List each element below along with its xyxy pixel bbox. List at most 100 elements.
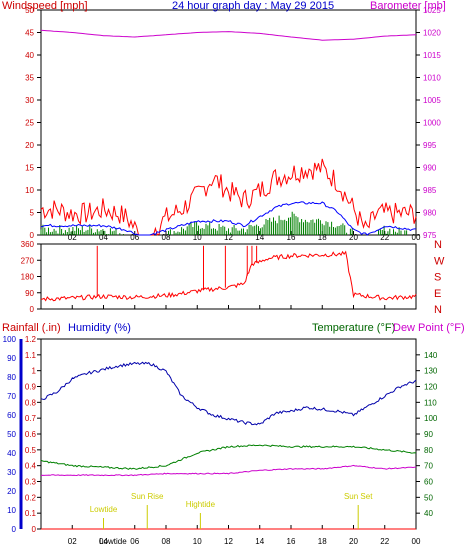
- wind-tick-label: 0: [30, 231, 35, 240]
- humidity-tick-label: 20: [7, 487, 16, 496]
- barometer-series: [40, 29, 417, 41]
- wind-x-tick-label: 00: [412, 233, 421, 242]
- temperature-tick-label: 110: [424, 398, 437, 407]
- temp-x-tick-label: 00: [412, 537, 421, 546]
- barometer-tick-label: 990: [423, 164, 437, 173]
- humidity-axis-title: Humidity (%): [68, 322, 131, 334]
- wind-x-tick-label: 04: [99, 233, 108, 242]
- bottom-row-label: Lowtide: [99, 537, 127, 546]
- direction-tick-label: 180: [21, 273, 35, 282]
- barometer-tick-label: 995: [423, 141, 437, 150]
- compass-label: N: [434, 304, 442, 316]
- rain-tick-label: 0.8: [25, 398, 37, 407]
- rain-tick-label: 0.2: [25, 493, 37, 502]
- barometer-tick-label: 975: [423, 231, 437, 240]
- barometer-axis-title: Barometer [mb]: [370, 0, 446, 12]
- rain-tick-label: 0: [32, 525, 37, 534]
- temp-panel-grid: 0 0.1 0.2 0.3 0.4 0.5 0.6 0.7 0.8 0.9 1 1.1 1.2 0 10 20…: [3, 335, 438, 546]
- temperature-series: [40, 444, 417, 470]
- wind-tick-label: 35: [25, 74, 34, 83]
- compass-label: E: [434, 288, 441, 300]
- rain-tick-label: 1: [32, 367, 37, 376]
- barometer-tick-label: 1010: [423, 74, 441, 83]
- temperature-tick-label: 90: [424, 430, 433, 439]
- windspeed-axis-title: Windspeed [mph]: [2, 0, 88, 12]
- rain-tick-label: 0.1: [25, 509, 37, 518]
- temp-x-tick-label: 12: [224, 537, 233, 546]
- temp-x-tick-label: 06: [130, 537, 139, 546]
- wind-x-tick-label: 20: [349, 233, 358, 242]
- wind-tick-label: 15: [25, 164, 34, 173]
- wind-x-tick-label: 14: [255, 233, 264, 242]
- temp-x-tick-label: 10: [193, 537, 202, 546]
- temperature-tick-label: 80: [424, 446, 433, 455]
- temp-x-tick-label: 18: [318, 537, 327, 546]
- direction-tick-label: 90: [25, 289, 34, 298]
- temperature-tick-label: 140: [424, 351, 438, 360]
- barometer-tick-label: 1025: [423, 6, 441, 15]
- humidity-tick-label: 0: [12, 525, 17, 534]
- wind-x-tick-label: 18: [318, 233, 327, 242]
- direction-tick-label: 270: [21, 256, 35, 265]
- humidity-tick-label: 50: [7, 430, 16, 439]
- temp-x-tick-label: 02: [68, 537, 77, 546]
- wind-tick-label: 25: [25, 119, 34, 128]
- event-label: Lowtide: [90, 505, 118, 514]
- wind-tick-label: 50: [25, 6, 34, 15]
- rainfall-axis-title: Rainfall (.in): [2, 322, 61, 334]
- humidity-tick-label: 30: [7, 468, 16, 477]
- wind-speed-series: [40, 211, 415, 235]
- wind-x-tick-label: 22: [380, 233, 389, 242]
- direction-tick-label: 360: [21, 240, 35, 249]
- wind-tick-label: 30: [25, 96, 34, 105]
- direction-tick-label: 0: [30, 305, 35, 314]
- event-label: Hightide: [186, 500, 216, 509]
- rain-tick-label: 0.7: [25, 414, 37, 423]
- compass-label: S: [434, 272, 441, 284]
- wind-direction-series: [40, 250, 417, 302]
- wind-x-tick-label: 02: [68, 233, 77, 242]
- compass-label: W: [434, 255, 445, 267]
- event-label: Sun Rise: [131, 492, 164, 501]
- wind-x-tick-label: 12: [224, 233, 233, 242]
- barometer-tick-label: 1005: [423, 96, 441, 105]
- wind-panel-frame: [40, 9, 417, 236]
- barometer-tick-label: 1000: [423, 119, 441, 128]
- humidity-tick-label: 10: [7, 506, 16, 515]
- wind-panel-grid: 0510152025303540455097598098599099510001…: [25, 6, 441, 242]
- temperature-tick-label: 60: [424, 478, 433, 487]
- dewpoint-series: [40, 464, 417, 477]
- wind-tick-label: 45: [25, 29, 34, 38]
- rain-tick-label: 1.2: [25, 335, 37, 344]
- barometer-tick-label: 1020: [423, 29, 441, 38]
- barometer-tick-label: 1015: [423, 51, 441, 60]
- humidity-series: [40, 361, 417, 426]
- temperature-tick-label: 40: [424, 509, 433, 518]
- barometer-tick-label: 985: [423, 186, 437, 195]
- rain-tick-label: 1.1: [25, 351, 37, 360]
- compass-label: N: [434, 239, 442, 251]
- temperature-tick-label: 50: [424, 493, 433, 502]
- wind-tick-label: 20: [25, 141, 34, 150]
- wind-tick-label: 10: [25, 186, 34, 195]
- temp-x-tick-label: 14: [255, 537, 264, 546]
- temperature-axis-title: Temperature (°F): [312, 322, 395, 334]
- humidity-tick-label: 40: [7, 449, 16, 458]
- temp-x-tick-label: 04: [99, 537, 108, 546]
- wind-x-tick-label: 08: [162, 233, 171, 242]
- temperature-tick-label: 70: [424, 462, 433, 471]
- wind-x-tick-label: 10: [193, 233, 202, 242]
- rain-tick-label: 0.6: [25, 430, 37, 439]
- temperature-tick-label: 120: [424, 383, 438, 392]
- temperature-tick-label: 130: [424, 367, 438, 376]
- humidity-tick-label: 90: [7, 354, 16, 363]
- humidity-tick-label: 60: [7, 411, 16, 420]
- rain-tick-label: 0.4: [25, 462, 37, 471]
- wind-x-tick-label: 16: [287, 233, 296, 242]
- temp-x-tick-label: 08: [162, 537, 171, 546]
- barometer-tick-label: 980: [423, 209, 437, 218]
- event-label: Sun Set: [344, 492, 373, 501]
- wind-tick-label: 40: [25, 51, 34, 60]
- rain-tick-label: 0.9: [25, 383, 37, 392]
